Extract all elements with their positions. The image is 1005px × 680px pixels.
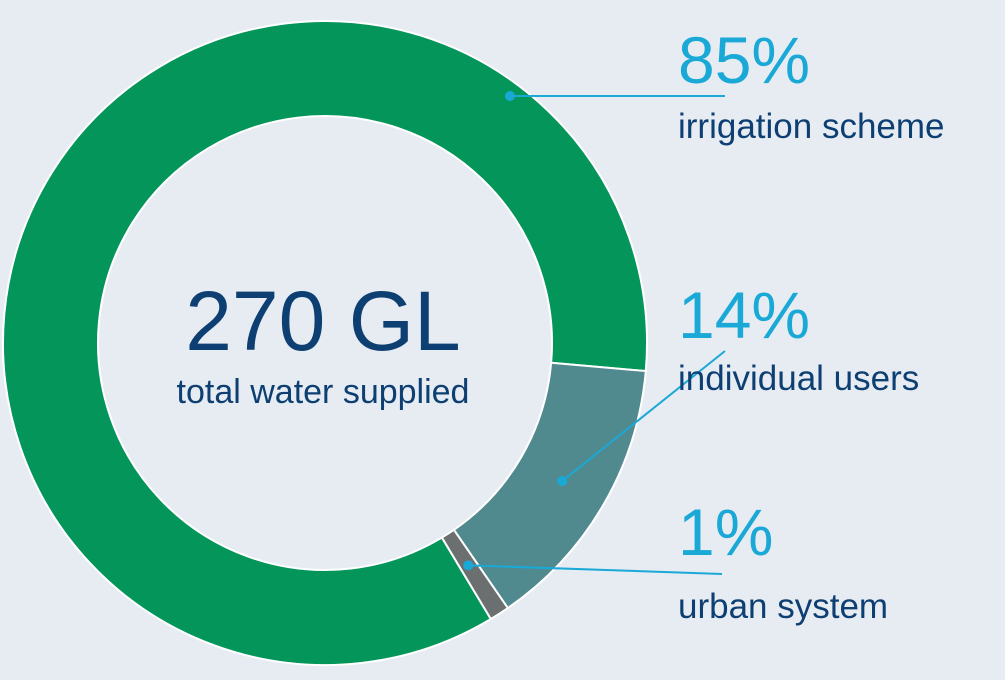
category-label-irrigation: irrigation scheme	[678, 107, 945, 146]
percent-label-individual: 14%	[678, 278, 810, 352]
leader-individual	[561, 350, 726, 482]
center-label: total water supplied	[177, 373, 470, 411]
leader-irrigation-dot	[505, 91, 515, 101]
leader-urban-dot	[463, 560, 474, 571]
percent-label-urban: 1%	[678, 495, 773, 569]
category-label-urban: urban system	[678, 587, 888, 626]
leader-lines	[463, 91, 726, 575]
donut-slices	[2, 20, 648, 666]
percent-label-irrigation: 85%	[678, 23, 810, 97]
category-label-individual: individual users	[678, 359, 919, 398]
slice-irrigation	[2, 20, 648, 666]
leader-individual-dot	[557, 476, 568, 487]
center-value: 270 GL	[185, 274, 461, 368]
slice-urban	[440, 528, 510, 621]
leader-urban	[468, 564, 723, 575]
